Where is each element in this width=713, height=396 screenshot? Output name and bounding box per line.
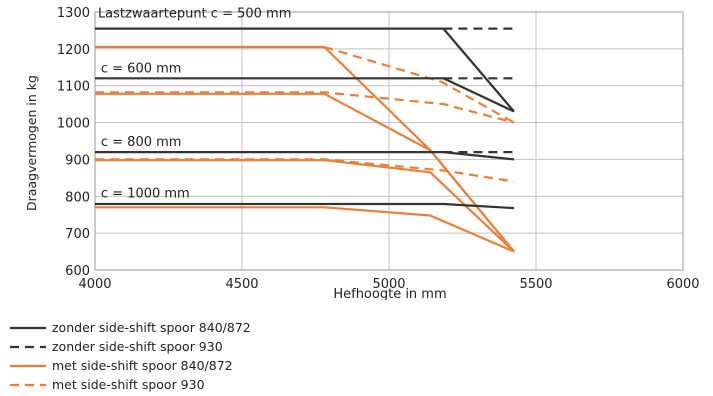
series-line xyxy=(95,206,515,253)
tick-labels: 4000 4500 5000 5500 6000 600 700 800 900 1000 1100… xyxy=(57,6,700,292)
y-tick-label: 1100 xyxy=(57,80,90,95)
x-axis-label: Hefhoogte in mm xyxy=(333,287,446,300)
y-tick-label: 800 xyxy=(65,190,90,205)
legend-item: zonder side-shift spoor 930 xyxy=(8,337,251,356)
y-tick-label: 900 xyxy=(65,153,90,168)
legend-label: zonder side-shift spoor 930 xyxy=(52,339,223,354)
series-line xyxy=(323,45,515,124)
x-tick-label: 4000 xyxy=(78,277,111,292)
legend-label: met side-shift spoor 840/872 xyxy=(52,358,233,373)
chart: Lastzwaartepunt c = 500 mm c = 600 mm c = … xyxy=(24,6,700,300)
series-line xyxy=(95,159,515,253)
legend-swatch xyxy=(10,326,46,329)
y-axis-label: Draagvermogen in kg xyxy=(24,75,39,211)
x-tick-label: 4500 xyxy=(225,277,258,292)
series-line xyxy=(95,91,515,124)
legend-swatch xyxy=(10,383,46,386)
legend-item: met side-shift spoor 930 xyxy=(8,375,251,394)
x-tick-label: 6000 xyxy=(666,277,699,292)
annotations: Lastzwaartepunt c = 500 mm c = 600 mm c = … xyxy=(98,7,291,202)
legend-swatch xyxy=(10,345,46,348)
x-tick-label: 5500 xyxy=(519,277,552,292)
plot-frame xyxy=(94,11,684,271)
legend-swatch xyxy=(10,364,46,367)
y-tick-label: 700 xyxy=(65,227,90,242)
curve-annotation: c = 800 mm xyxy=(101,135,182,150)
y-tick-label: 600 xyxy=(65,264,90,279)
series-line xyxy=(95,202,515,210)
x-tick-label: 5000 xyxy=(372,277,405,292)
legend-label: zonder side-shift spoor 840/872 xyxy=(52,320,251,335)
series-lines xyxy=(95,27,515,253)
legend: zonder side-shift spoor 840/872 zonder s… xyxy=(8,318,251,394)
y-tick-label: 1200 xyxy=(57,43,90,58)
legend-item: met side-shift spoor 840/872 xyxy=(8,356,251,375)
legend-label: met side-shift spoor 930 xyxy=(52,377,205,392)
series-line xyxy=(95,92,515,253)
series-line xyxy=(95,158,515,183)
y-tick-label: 1300 xyxy=(57,6,90,21)
curve-annotation: Lastzwaartepunt c = 500 mm xyxy=(98,7,291,22)
y-tick-label: 1000 xyxy=(57,117,90,132)
curve-annotation: c = 600 mm xyxy=(101,61,182,76)
grid xyxy=(94,11,684,271)
curve-annotation: c = 1000 mm xyxy=(101,186,190,201)
legend-item: zonder side-shift spoor 840/872 xyxy=(8,318,251,337)
